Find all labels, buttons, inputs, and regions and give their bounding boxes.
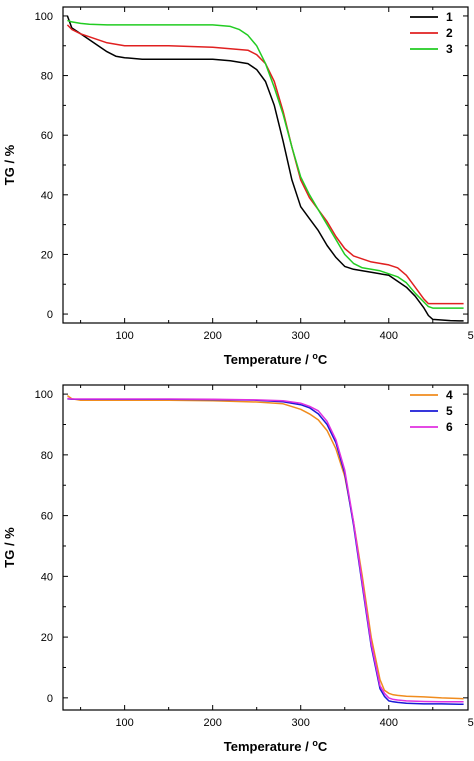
series-line-2 [66, 24, 464, 305]
x-tick-label: 400 [380, 330, 398, 342]
y-tick-label: 100 [35, 389, 53, 401]
x-tick-label: 400 [380, 717, 398, 729]
series-line-3 [67, 19, 464, 309]
x-axis-title: Temperature / oC [224, 351, 328, 367]
x-tick-label: 200 [203, 717, 221, 729]
legend-label-6: 6 [446, 420, 453, 434]
x-tick-label: 300 [292, 717, 310, 729]
x-tick-label: 300 [292, 330, 310, 342]
y-tick-label: 60 [41, 130, 53, 142]
legend-label-3: 3 [446, 42, 453, 56]
x-tick-label: 100 [115, 717, 133, 729]
y-tick-label: 80 [41, 71, 53, 83]
x-tick-label: 200 [203, 330, 221, 342]
y-tick-label: 0 [47, 693, 53, 705]
y-tick-label: 80 [41, 450, 53, 462]
y-tick-label: 20 [41, 632, 53, 644]
series-line-6 [67, 397, 464, 703]
y-tick-label: 0 [47, 309, 53, 321]
y-tick-label: 20 [41, 249, 53, 261]
y-tick-label: 100 [35, 11, 53, 23]
y-axis-title: TG / % [2, 527, 17, 568]
series-line-5 [67, 397, 464, 705]
y-tick-label: 60 [41, 511, 53, 523]
legend-label-4: 4 [446, 388, 453, 402]
legend-label-1: 1 [446, 10, 453, 24]
x-axis-title: Temperature / oC [224, 738, 328, 754]
series-line-4 [66, 394, 464, 700]
x-tick-label: 100 [115, 330, 133, 342]
chart-panel-2: 100 200 300 400 500 0 20 40 60 80 100 Temperature /… [2, 384, 474, 754]
series-line-1 [66, 15, 464, 322]
legend-label-2: 2 [446, 26, 453, 40]
legend-label-5: 5 [446, 404, 453, 418]
x-tick-label: 500 [468, 717, 474, 729]
x-tick-label: 500 [468, 330, 474, 342]
y-tick-label: 40 [41, 190, 53, 202]
y-axis-title: TG / % [2, 144, 17, 185]
chart-panel-1: 100 200 300 400 500 0 20 40 60 80 100 Temperature /… [2, 6, 474, 367]
plot-frame [62, 384, 469, 711]
y-tick-label: 40 [41, 571, 53, 583]
